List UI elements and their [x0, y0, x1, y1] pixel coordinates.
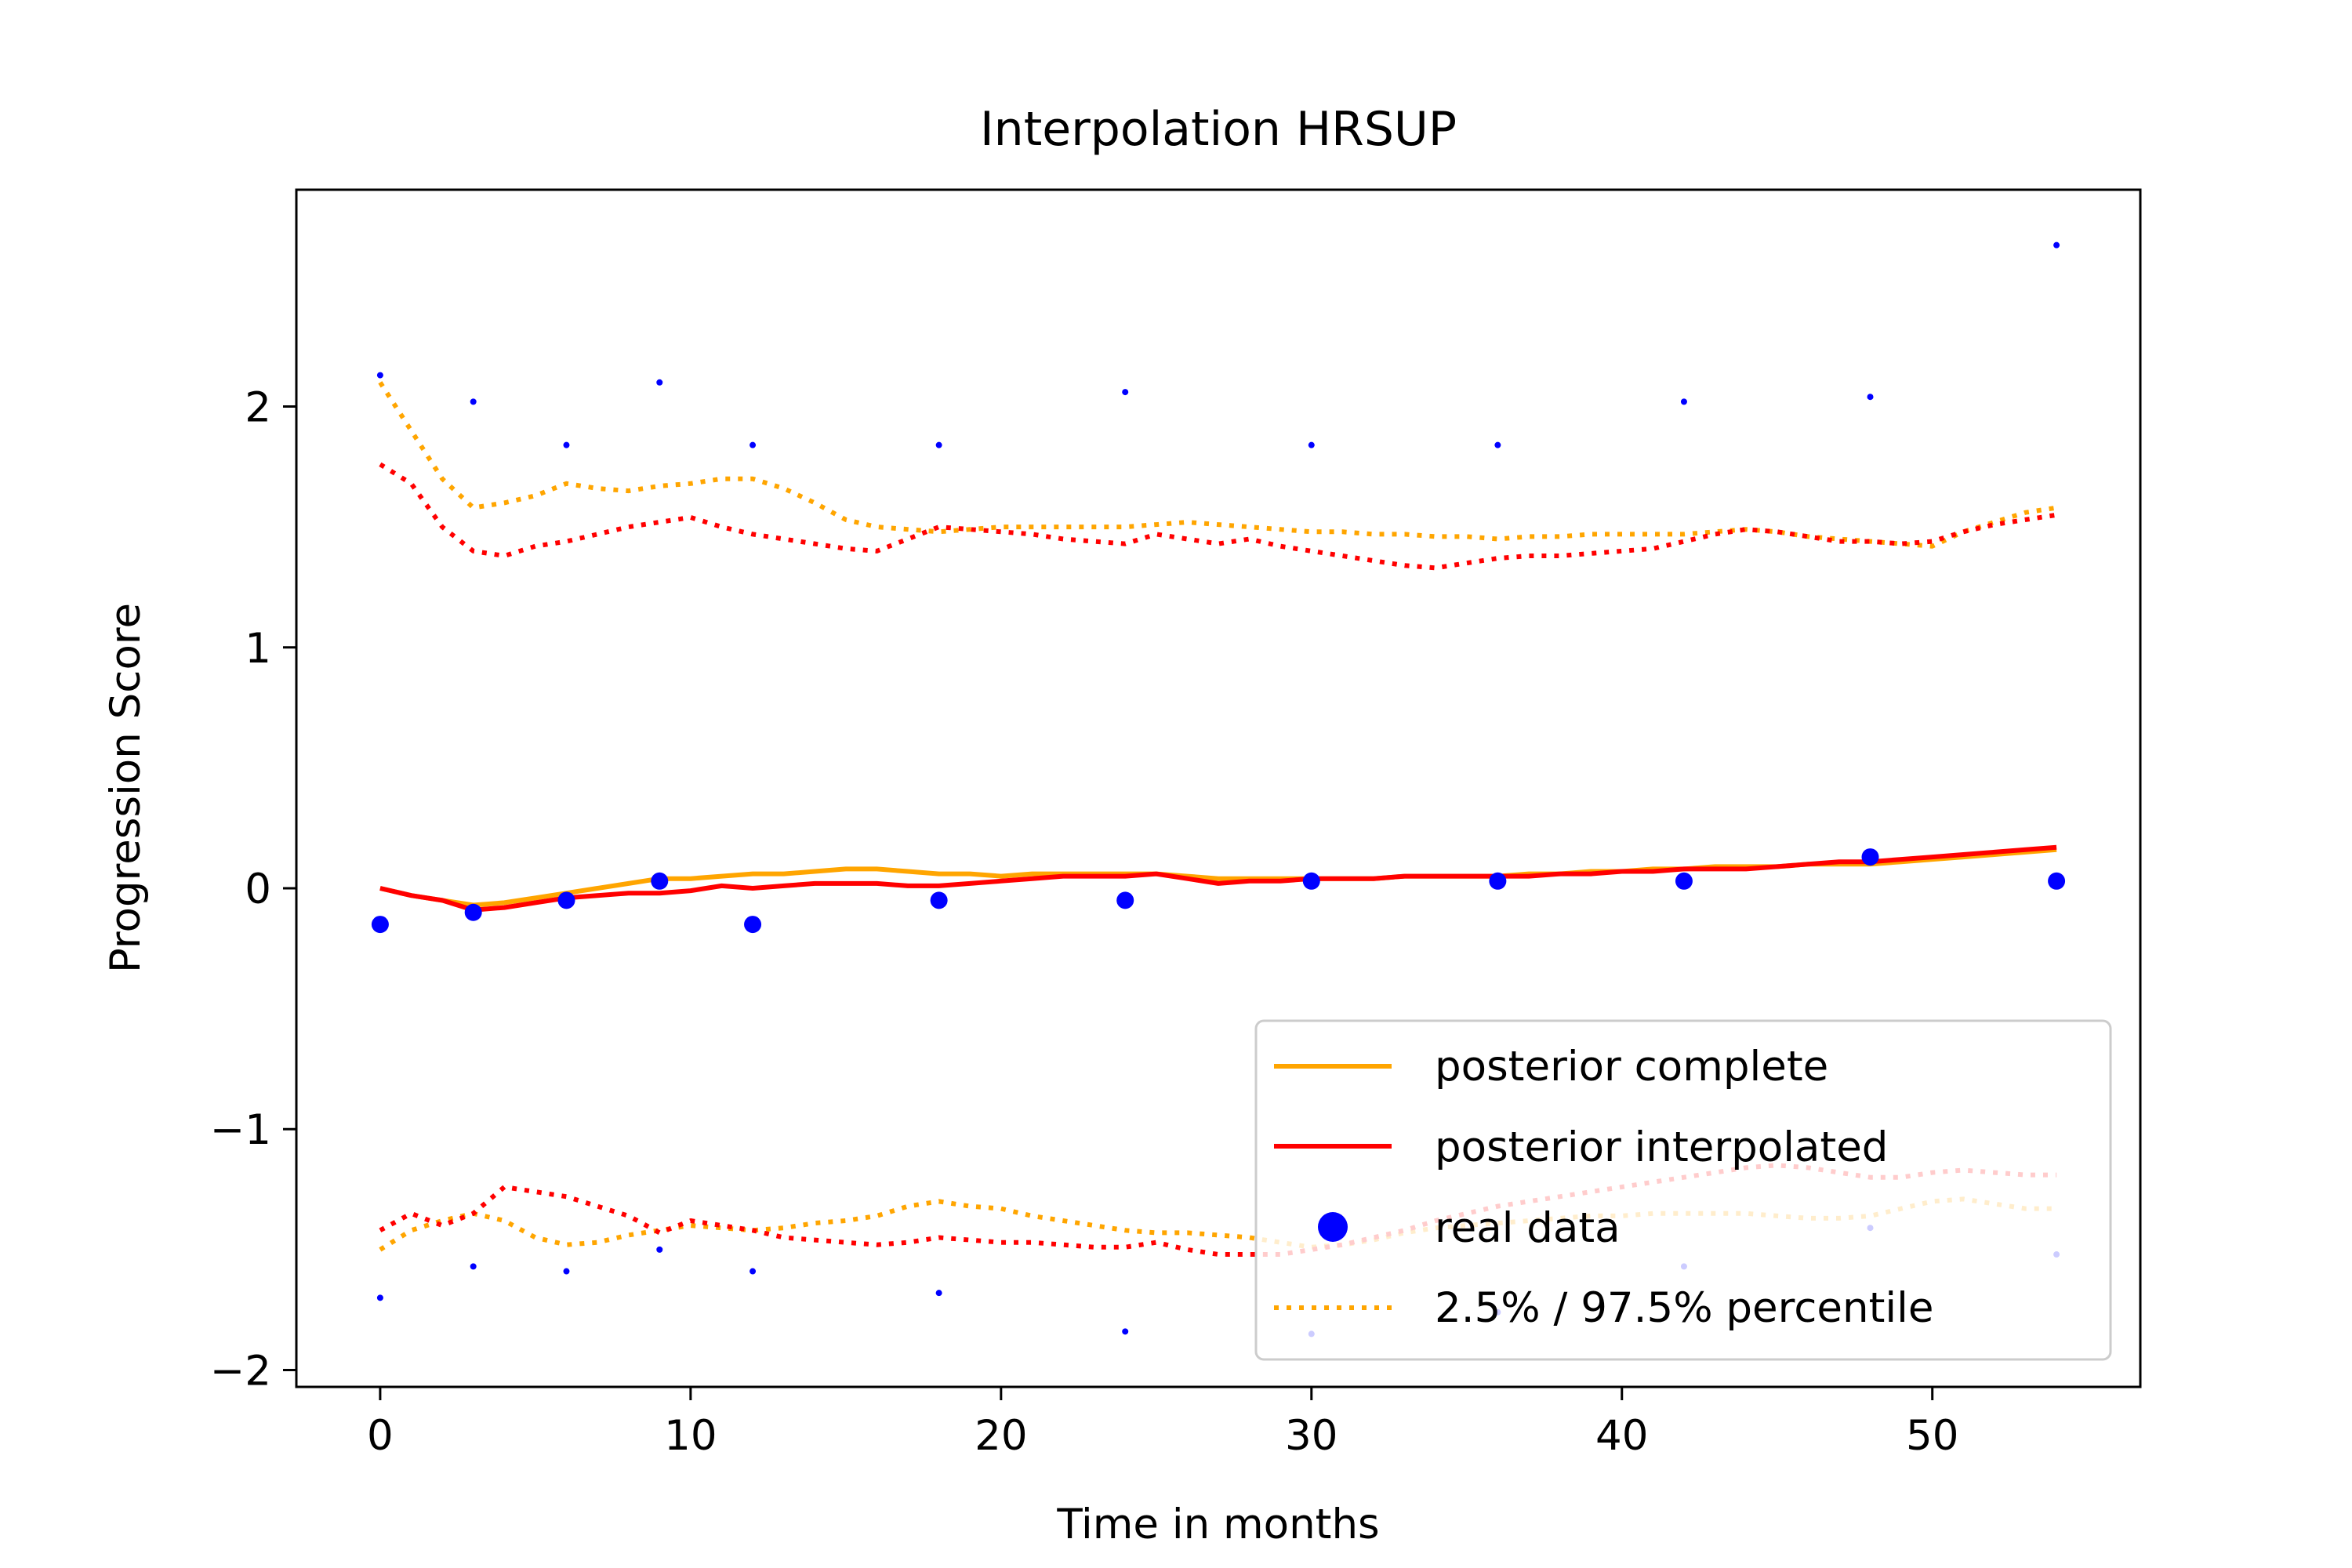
series-8-point: [656, 1246, 663, 1253]
legend-swatch-real-data: [1318, 1212, 1348, 1242]
series-7-point: [376, 372, 383, 379]
x-tick-label: 40: [1595, 1412, 1648, 1460]
series-7-point: [563, 441, 570, 448]
legend-label-percentile: 2.5% / 97.5% percentile: [1435, 1284, 1933, 1332]
series-2-point: [557, 891, 575, 909]
series-8-point: [470, 1263, 477, 1270]
series-8-point: [935, 1290, 942, 1297]
legend-box: [1254, 1019, 2112, 1361]
x-tick-label: 0: [367, 1412, 394, 1460]
series-7-point: [2053, 241, 2060, 249]
series-2-point: [1675, 872, 1693, 890]
series-7-point: [1867, 394, 1874, 401]
legend-label-real-data: real data: [1435, 1204, 1621, 1252]
series-2-point: [464, 903, 482, 921]
series-7-point: [750, 441, 757, 448]
series-7-point: [470, 398, 477, 405]
series-7-point: [935, 441, 942, 448]
series-2-point: [744, 916, 762, 934]
series-7-point: [656, 379, 663, 386]
series-2-point: [1861, 848, 1879, 866]
series-8-point: [750, 1268, 757, 1275]
x-axis: 0 10 20 30 40 50: [367, 1387, 1958, 1460]
series-2-point: [651, 872, 669, 890]
series-7-point: [1308, 441, 1315, 448]
series-0-line: [379, 847, 2057, 908]
legend-label-posterior-interpolated: posterior interpolated: [1435, 1123, 1888, 1171]
series-7-point: [1680, 398, 1687, 405]
series-5-line: [379, 462, 2057, 571]
series-7-point: [1122, 389, 1129, 396]
y-tick-label: −2: [210, 1347, 271, 1395]
series-1-line: [379, 844, 2057, 913]
y-axis-label: Progression Score: [102, 603, 150, 973]
y-axis: −2 −1 0 1 2: [210, 384, 296, 1395]
y-tick-label: 2: [245, 384, 271, 432]
x-tick-label: 50: [1906, 1412, 1958, 1460]
x-tick-label: 10: [664, 1412, 717, 1460]
series-7-point: [1494, 441, 1501, 448]
series-8-point: [563, 1268, 570, 1275]
y-tick-label: −1: [210, 1106, 271, 1154]
series-2-point: [2048, 872, 2066, 890]
plot-frame: [295, 188, 2142, 1388]
x-axis-label: Time in months: [1056, 1501, 1379, 1548]
series-2-point: [930, 891, 948, 909]
legend: posterior complete posterior interpolate…: [1254, 1019, 2112, 1361]
series-8-point: [376, 1294, 383, 1301]
y-tick-label: 1: [245, 625, 271, 673]
y-tick-label: 0: [245, 866, 271, 913]
series-3-line: [378, 381, 2057, 549]
series-2-point: [1116, 891, 1134, 909]
legend-label-posterior-complete: posterior complete: [1435, 1043, 1828, 1091]
chart-title: Interpolation HRSUP: [980, 102, 1457, 157]
series-2-point: [371, 916, 389, 934]
series-2-point: [1302, 872, 1320, 890]
x-tick-label: 20: [975, 1412, 1027, 1460]
series-2-point: [1489, 872, 1507, 890]
x-tick-label: 30: [1285, 1412, 1338, 1460]
series-8-point: [1122, 1328, 1129, 1335]
